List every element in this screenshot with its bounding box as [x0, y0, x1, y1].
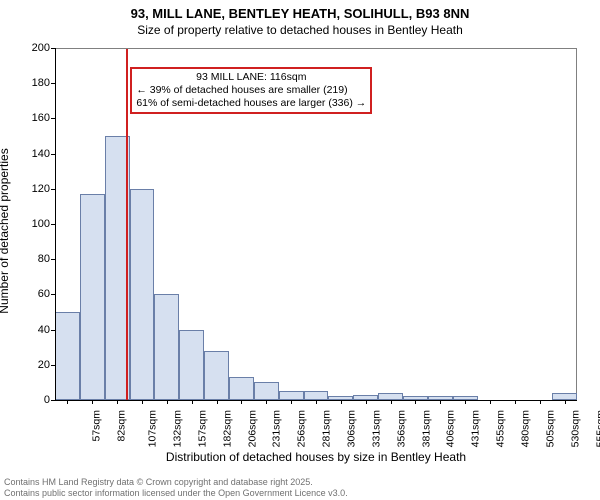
x-tick-mark	[92, 400, 93, 404]
y-tick-label: 160	[0, 112, 50, 124]
x-tick-label: 530sqm	[569, 410, 581, 447]
histogram-bar	[254, 382, 279, 400]
x-tick-label: 182sqm	[221, 410, 233, 447]
x-tick-label: 57sqm	[91, 410, 103, 442]
y-tick-mark	[51, 83, 55, 84]
y-tick-mark	[51, 224, 55, 225]
x-tick-label: 132sqm	[171, 410, 183, 447]
y-axis	[55, 48, 56, 400]
histogram-bar	[229, 377, 254, 400]
x-tick-label: 455sqm	[495, 410, 507, 447]
footer-attribution: Contains HM Land Registry data © Crown c…	[4, 477, 348, 498]
histogram-bar	[378, 393, 403, 400]
annotation-line1: 93 MILL LANE: 116sqm	[136, 71, 366, 84]
y-tick-mark	[51, 259, 55, 260]
annotation-line3: 61% of semi-detached houses are larger (…	[136, 97, 366, 110]
reference-line	[126, 49, 128, 400]
x-tick-label: 256sqm	[296, 410, 308, 447]
histogram-bar	[279, 391, 304, 400]
x-tick-label: 480sqm	[519, 410, 531, 447]
x-tick-mark	[291, 400, 292, 404]
histogram-bar	[80, 194, 105, 400]
x-tick-mark	[167, 400, 168, 404]
footer-line1: Contains HM Land Registry data © Crown c…	[4, 477, 348, 487]
histogram-bar	[130, 189, 155, 400]
annotation-box: 93 MILL LANE: 116sqm ← 39% of detached h…	[130, 67, 372, 114]
x-tick-mark	[316, 400, 317, 404]
y-tick-label: 20	[0, 359, 50, 371]
y-tick-mark	[51, 330, 55, 331]
y-tick-label: 0	[0, 394, 50, 406]
x-tick-mark	[192, 400, 193, 404]
y-axis-label: Number of detached properties	[0, 131, 11, 331]
plot-area: 93 MILL LANE: 116sqm ← 39% of detached h…	[55, 48, 577, 400]
x-tick-label: 107sqm	[147, 410, 159, 447]
histogram-bar	[179, 330, 204, 400]
y-tick-mark	[51, 400, 55, 401]
x-tick-mark	[217, 400, 218, 404]
x-tick-mark	[67, 400, 68, 404]
x-tick-label: 82sqm	[116, 410, 128, 442]
x-tick-mark	[391, 400, 392, 404]
x-tick-label: 505sqm	[544, 410, 556, 447]
x-tick-mark	[415, 400, 416, 404]
y-tick-label: 180	[0, 77, 50, 89]
y-tick-mark	[51, 294, 55, 295]
x-tick-mark	[142, 400, 143, 404]
x-axis-label: Distribution of detached houses by size …	[55, 450, 577, 464]
histogram-bar	[154, 294, 179, 400]
x-tick-mark	[366, 400, 367, 404]
x-tick-mark	[341, 400, 342, 404]
x-tick-label: 356sqm	[395, 410, 407, 447]
x-tick-mark	[241, 400, 242, 404]
x-tick-label: 555sqm	[594, 410, 600, 447]
chart-title-main: 93, MILL LANE, BENTLEY HEATH, SOLIHULL, …	[0, 6, 600, 21]
x-tick-label: 331sqm	[370, 410, 382, 447]
x-tick-mark	[515, 400, 516, 404]
histogram-bar	[55, 312, 80, 400]
footer-line2: Contains public sector information licen…	[4, 488, 348, 498]
histogram-bar	[304, 391, 329, 400]
x-tick-mark	[266, 400, 267, 404]
x-tick-mark	[465, 400, 466, 404]
x-tick-label: 231sqm	[271, 410, 283, 447]
x-tick-label: 306sqm	[345, 410, 357, 447]
y-tick-label: 200	[0, 42, 50, 54]
histogram-bar	[552, 393, 577, 400]
chart-title-block: 93, MILL LANE, BENTLEY HEATH, SOLIHULL, …	[0, 0, 600, 37]
annotation-line2: ← 39% of detached houses are smaller (21…	[136, 84, 366, 97]
x-tick-label: 406sqm	[445, 410, 457, 447]
x-tick-label: 206sqm	[246, 410, 258, 447]
x-tick-mark	[565, 400, 566, 404]
y-tick-mark	[51, 154, 55, 155]
y-tick-mark	[51, 48, 55, 49]
y-tick-mark	[51, 189, 55, 190]
y-tick-mark	[51, 118, 55, 119]
x-tick-mark	[117, 400, 118, 404]
x-tick-label: 431sqm	[470, 410, 482, 447]
x-tick-label: 157sqm	[196, 410, 208, 447]
y-tick-mark	[51, 365, 55, 366]
chart-title-sub: Size of property relative to detached ho…	[0, 23, 600, 37]
histogram-bar	[204, 351, 229, 400]
x-tick-label: 281sqm	[321, 410, 333, 447]
x-tick-mark	[440, 400, 441, 404]
x-tick-mark	[540, 400, 541, 404]
x-tick-label: 381sqm	[420, 410, 432, 447]
x-tick-mark	[490, 400, 491, 404]
